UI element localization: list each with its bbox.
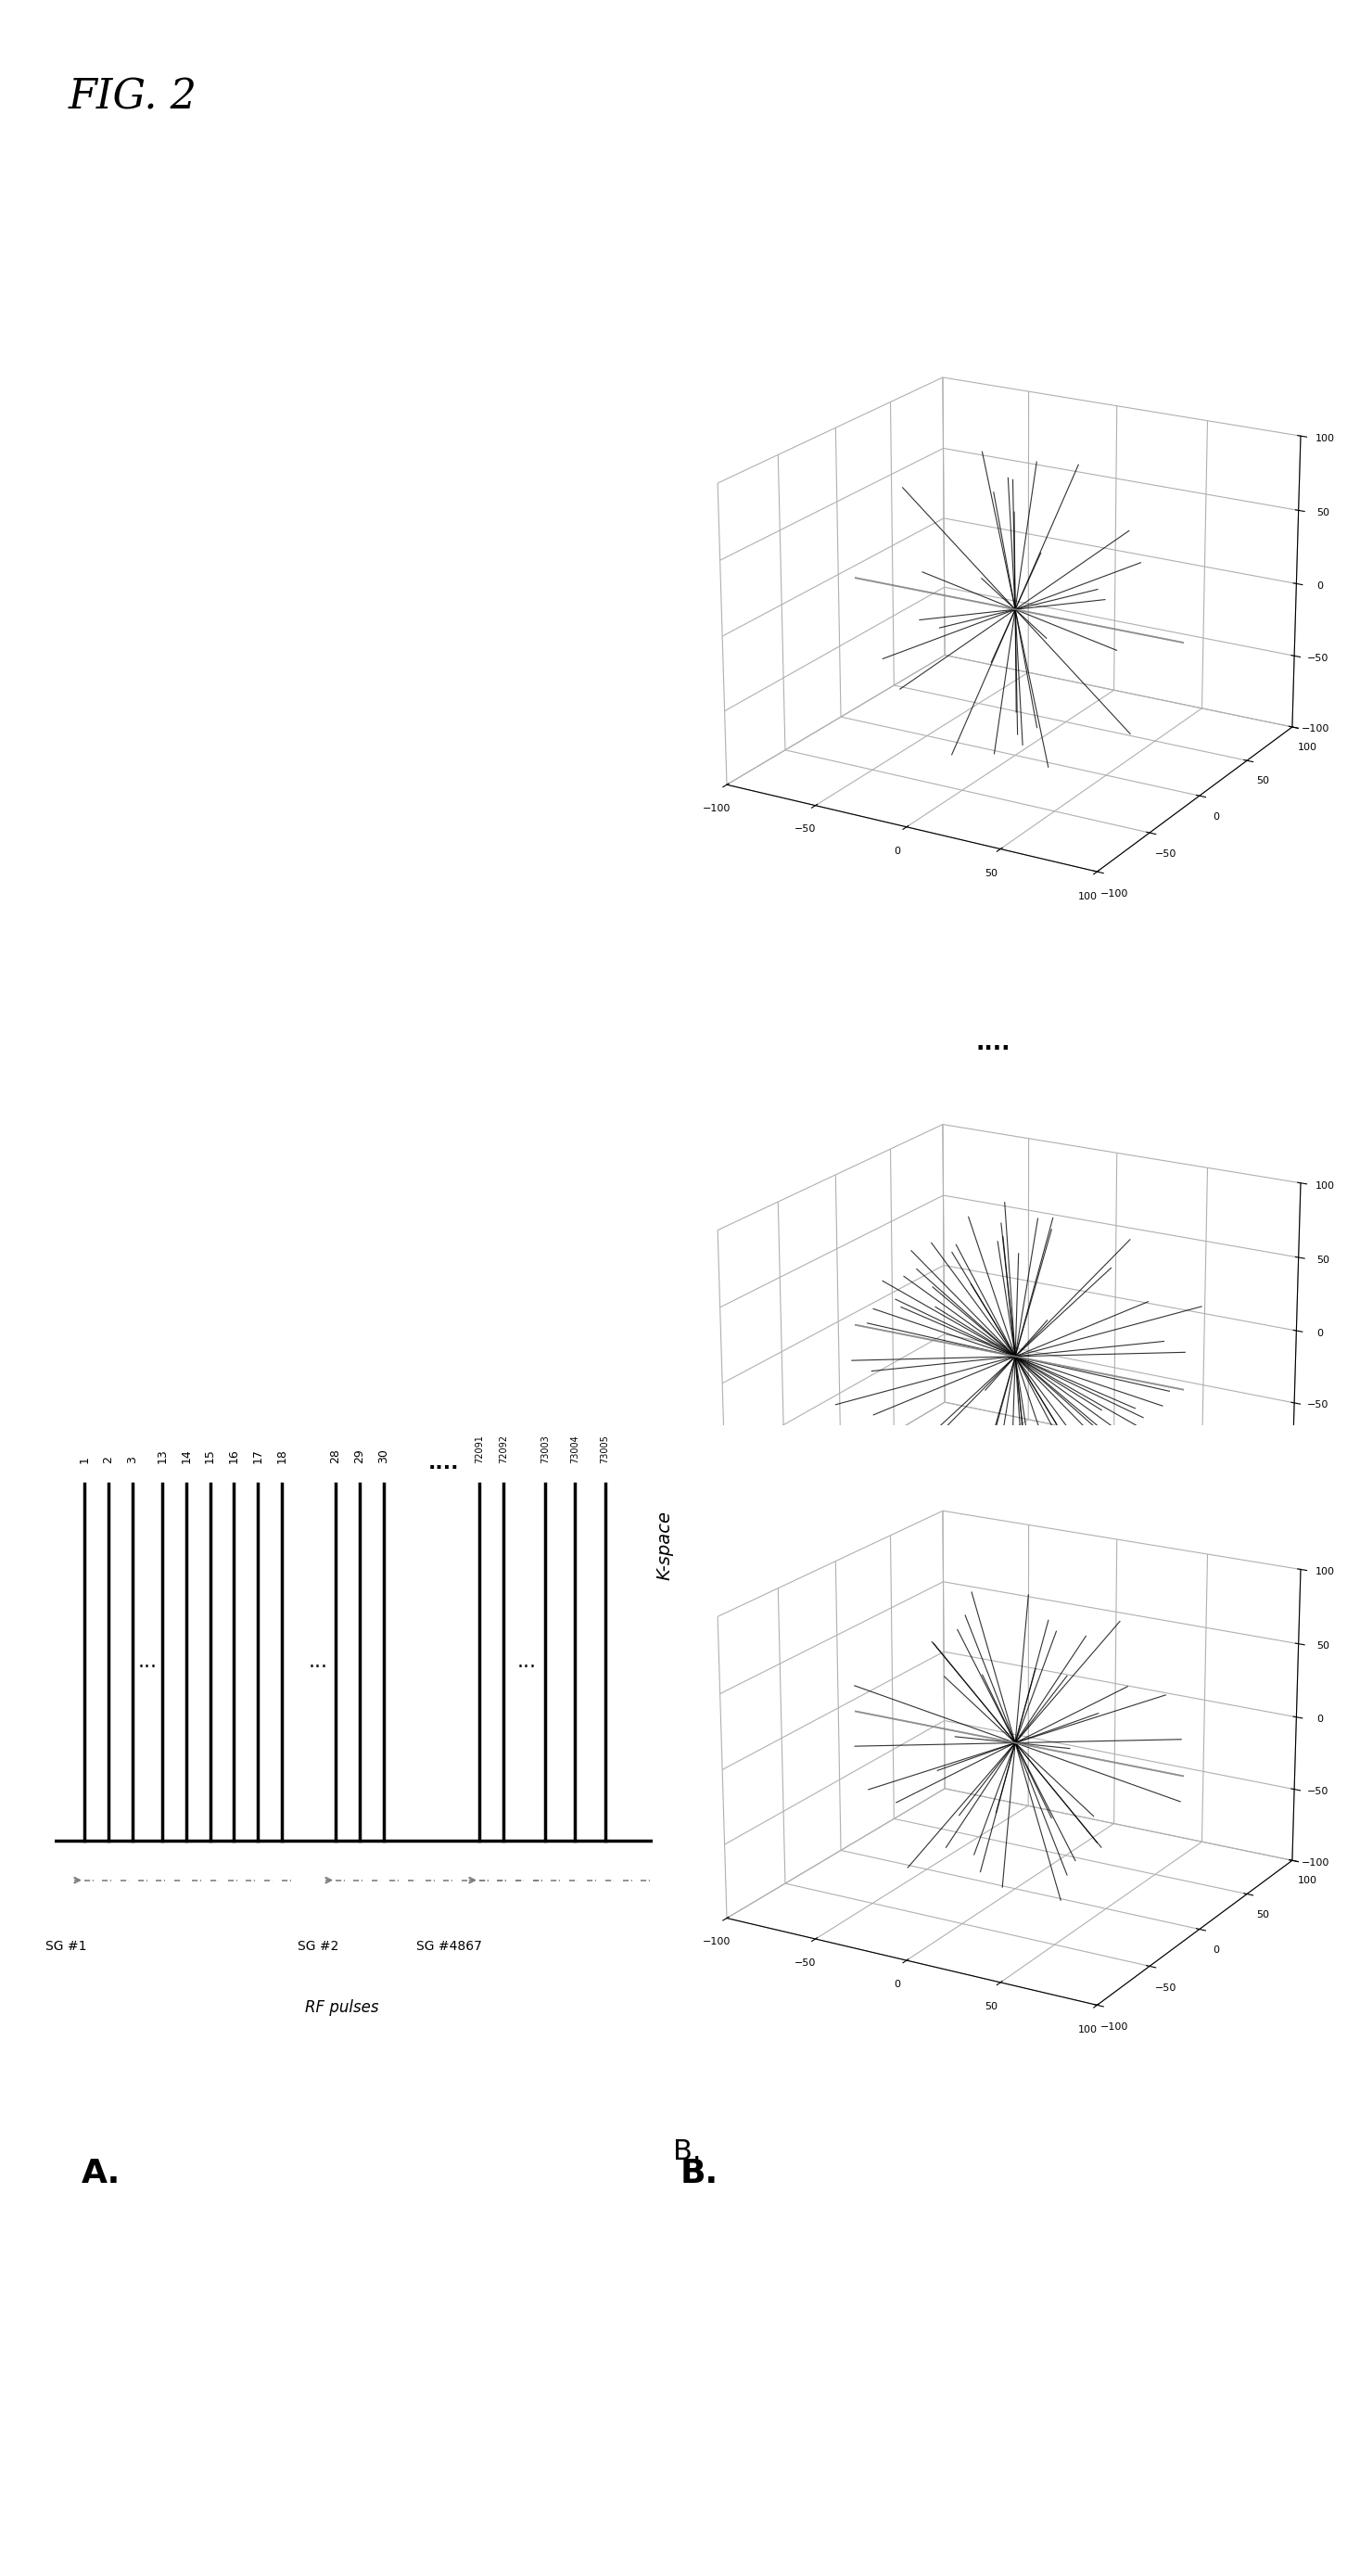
Text: RF pulses: RF pulses	[305, 1999, 378, 2017]
Text: SG #2: SG #2	[296, 1940, 339, 1953]
Text: 72091: 72091	[475, 1435, 484, 1463]
Text: 3: 3	[126, 1455, 139, 1463]
Text: 30: 30	[378, 1448, 389, 1463]
Text: 28: 28	[329, 1448, 341, 1463]
Text: 17: 17	[252, 1448, 264, 1463]
Text: SG #1: SG #1	[46, 1940, 87, 1953]
Text: 2: 2	[102, 1455, 114, 1463]
Text: ...: ...	[517, 1654, 537, 1672]
Text: 29: 29	[354, 1450, 366, 1463]
Text: 14: 14	[180, 1450, 192, 1463]
Text: 13: 13	[156, 1450, 169, 1463]
Text: FIG. 2: FIG. 2	[68, 77, 197, 118]
Text: ...: ...	[137, 1654, 156, 1672]
Text: 73003: 73003	[540, 1435, 549, 1463]
Text: 15: 15	[204, 1448, 216, 1463]
Text: ....: ....	[428, 1455, 458, 1473]
Text: 16: 16	[228, 1450, 239, 1463]
Text: B.: B.	[673, 2138, 702, 2164]
Text: ...: ...	[307, 1654, 328, 1672]
Text: 1: 1	[79, 1455, 90, 1463]
Text: 73005: 73005	[600, 1435, 609, 1463]
Text: 18: 18	[276, 1448, 288, 1463]
Text: 72092: 72092	[499, 1435, 507, 1463]
Text: K-space: K-space	[656, 1512, 673, 1579]
Text: ....: ....	[975, 1033, 1010, 1054]
Text: B.: B.	[680, 2159, 718, 2190]
Text: A.: A.	[82, 2159, 121, 2190]
Text: SG #4867: SG #4867	[416, 1940, 483, 1953]
Text: 73004: 73004	[570, 1435, 579, 1463]
